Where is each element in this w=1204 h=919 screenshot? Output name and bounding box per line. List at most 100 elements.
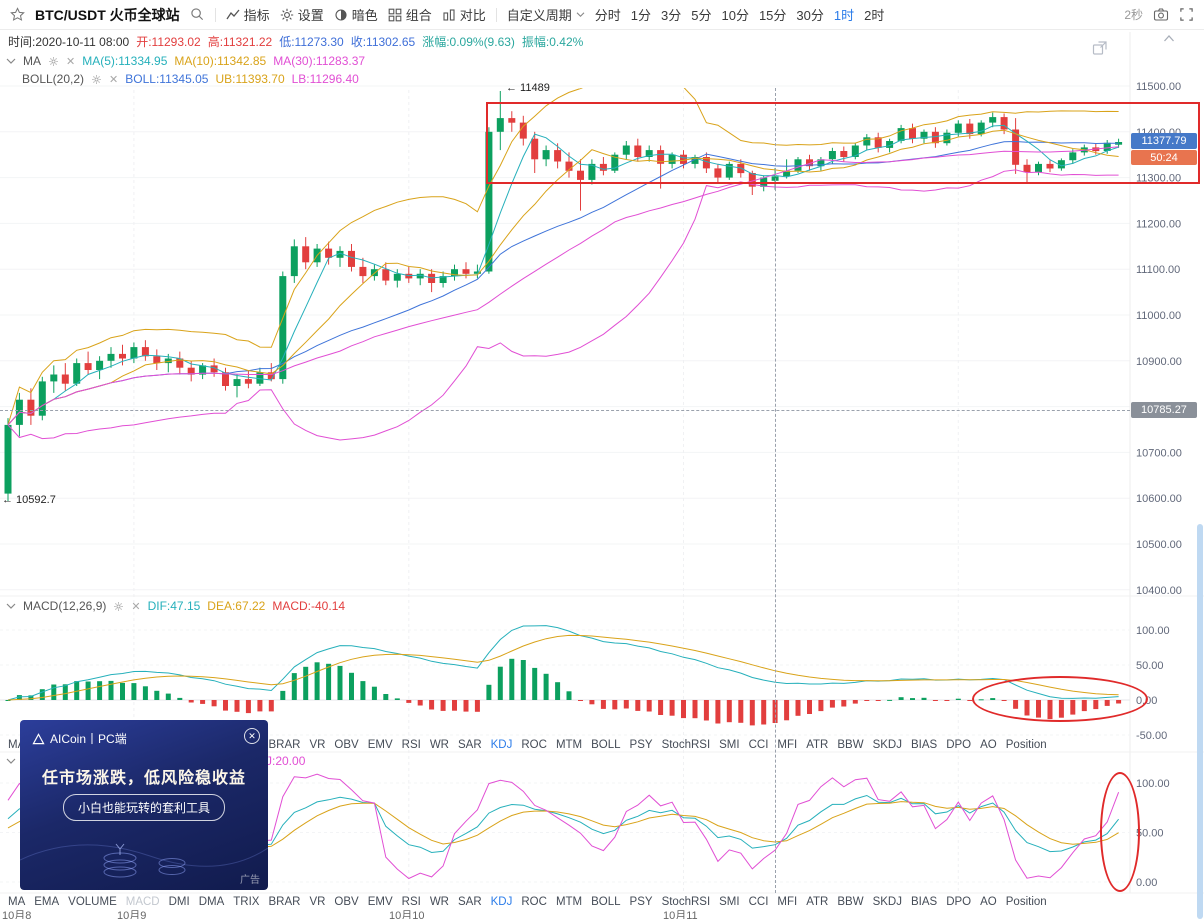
svg-text:100.00: 100.00: [1136, 625, 1170, 637]
tab-dpo[interactable]: DPO: [946, 739, 972, 751]
ma30-value: MA(30):11283.37: [273, 54, 366, 68]
tab-psy[interactable]: PSY: [629, 739, 653, 751]
period-10m[interactable]: 10分: [721, 8, 749, 23]
tab-obv[interactable]: OBV: [334, 739, 359, 751]
tab-stochrsi[interactable]: StochRSI: [661, 896, 711, 908]
tab-obv[interactable]: OBV: [334, 896, 359, 908]
boll-remove-icon[interactable]: ✕: [109, 73, 119, 86]
tab-atr[interactable]: ATR: [806, 896, 829, 908]
tab-sar[interactable]: SAR: [457, 896, 482, 908]
tab-vr[interactable]: VR: [309, 896, 326, 908]
tab-roc[interactable]: ROC: [521, 896, 547, 908]
tab-ma[interactable]: MA: [8, 896, 26, 908]
tab-skdj[interactable]: SKDJ: [872, 739, 902, 751]
tab-bias[interactable]: BIAS: [910, 739, 938, 751]
period-15m[interactable]: 15分: [758, 8, 787, 23]
tab-wr[interactable]: WR: [429, 739, 449, 751]
svg-text:11100.00: 11100.00: [1136, 264, 1180, 276]
tab-cci[interactable]: CCI: [748, 739, 769, 751]
tab-dmi[interactable]: DMI: [168, 896, 190, 908]
x-axis-label: 10月8: [2, 910, 32, 919]
menu-compare[interactable]: 对比: [442, 5, 486, 24]
ma-settings-icon[interactable]: [48, 56, 59, 67]
tab-ao[interactable]: AO: [980, 896, 997, 908]
menu-settings-label: 设置: [297, 8, 324, 23]
collapse-kdj-icon[interactable]: [6, 757, 16, 765]
period-30m[interactable]: 30分: [796, 8, 824, 23]
tab-emv[interactable]: EMV: [367, 739, 393, 751]
macd-remove-icon[interactable]: ✕: [131, 600, 141, 613]
popout-window-icon[interactable]: [1092, 40, 1108, 56]
collapse-ma-icon[interactable]: [6, 57, 16, 65]
period-timeshare[interactable]: 分时: [594, 8, 621, 23]
screenshot-camera-icon[interactable]: [1153, 7, 1169, 22]
tab-mtm[interactable]: MTM: [555, 896, 583, 908]
period-5m[interactable]: 5分: [691, 8, 712, 23]
menu-settings[interactable]: 设置: [280, 5, 324, 24]
fullscreen-icon[interactable]: [1179, 7, 1194, 22]
tab-rsi[interactable]: RSI: [401, 896, 421, 908]
ohlc-info-bar: 时间:2020-10-11 08:00 开:11293.02 高:11321.2…: [8, 33, 583, 49]
tab-boll[interactable]: BOLL: [591, 896, 621, 908]
svg-text:11300.00: 11300.00: [1136, 173, 1181, 185]
tab-bbw[interactable]: BBW: [837, 896, 864, 908]
macd-settings-icon[interactable]: [113, 601, 124, 612]
search-icon[interactable]: [190, 7, 205, 22]
tab-boll[interactable]: BOLL: [591, 739, 621, 751]
custom-period-dropdown[interactable]: 自定义周期: [507, 5, 585, 24]
tab-sar[interactable]: SAR: [457, 739, 482, 751]
tab-mtm[interactable]: MTM: [555, 739, 583, 751]
low-price-marker: ← 10592.7: [2, 494, 56, 506]
tab-mfi[interactable]: MFI: [777, 896, 798, 908]
menu-dark-mode[interactable]: 暗色: [334, 5, 378, 24]
menu-layout[interactable]: 组合: [388, 5, 432, 24]
tab-rsi[interactable]: RSI: [401, 739, 421, 751]
collapse-panel-chevron-up-icon[interactable]: [1163, 34, 1175, 43]
tab-smi[interactable]: SMI: [719, 896, 740, 908]
tab-volume[interactable]: VOLUME: [68, 896, 117, 908]
menu-dark-mode-label: 暗色: [351, 8, 378, 23]
ma10-value: MA(10):11342.85: [174, 54, 267, 68]
favorite-star-icon[interactable]: [10, 7, 25, 22]
collapse-macd-icon[interactable]: [6, 602, 16, 610]
ad-close-icon[interactable]: ✕: [244, 728, 260, 744]
tab-brar[interactable]: BRAR: [268, 739, 301, 751]
tab-bbw[interactable]: BBW: [837, 739, 864, 751]
tab-position[interactable]: Position: [1005, 896, 1047, 908]
tab-smi[interactable]: SMI: [719, 739, 740, 751]
tab-wr[interactable]: WR: [429, 896, 449, 908]
ma-remove-icon[interactable]: ✕: [66, 55, 76, 68]
refresh-interval[interactable]: 2秒: [1124, 8, 1143, 22]
tab-skdj[interactable]: SKDJ: [872, 896, 902, 908]
tab-trix[interactable]: TRIX: [233, 896, 260, 908]
period-2h[interactable]: 2时: [864, 8, 885, 23]
boll-settings-icon[interactable]: [91, 74, 102, 85]
tab-dpo[interactable]: DPO: [946, 896, 972, 908]
tab-kdj[interactable]: KDJ: [490, 896, 513, 908]
tab-cci[interactable]: CCI: [748, 896, 769, 908]
ad-cta-button[interactable]: 小白也能玩转的套利工具: [62, 794, 226, 821]
toolbar-divider: [214, 7, 216, 22]
tab-emv[interactable]: EMV: [367, 896, 393, 908]
period-1h[interactable]: 1时: [833, 8, 855, 23]
vertical-scrollbar[interactable]: [1197, 524, 1203, 919]
boll-lb-value: LB:11296.40: [291, 72, 359, 86]
tab-psy[interactable]: PSY: [629, 896, 653, 908]
tab-macd[interactable]: MACD: [125, 896, 160, 908]
tab-ema[interactable]: EMA: [34, 896, 60, 908]
tab-atr[interactable]: ATR: [806, 739, 829, 751]
tab-mfi[interactable]: MFI: [777, 739, 798, 751]
tab-vr[interactable]: VR: [309, 739, 326, 751]
menu-indicators[interactable]: 指标: [226, 5, 270, 24]
tab-dma[interactable]: DMA: [198, 896, 225, 908]
tab-kdj[interactable]: KDJ: [490, 739, 513, 751]
tab-position[interactable]: Position: [1005, 739, 1047, 751]
tab-roc[interactable]: ROC: [521, 739, 547, 751]
tab-bias[interactable]: BIAS: [910, 896, 938, 908]
tab-ao[interactable]: AO: [980, 739, 997, 751]
period-1m[interactable]: 1分: [630, 8, 652, 23]
tab-brar[interactable]: BRAR: [268, 896, 301, 908]
chevron-down-icon: [576, 12, 585, 18]
tab-stochrsi[interactable]: StochRSI: [661, 739, 711, 751]
period-3m[interactable]: 3分: [661, 8, 682, 23]
